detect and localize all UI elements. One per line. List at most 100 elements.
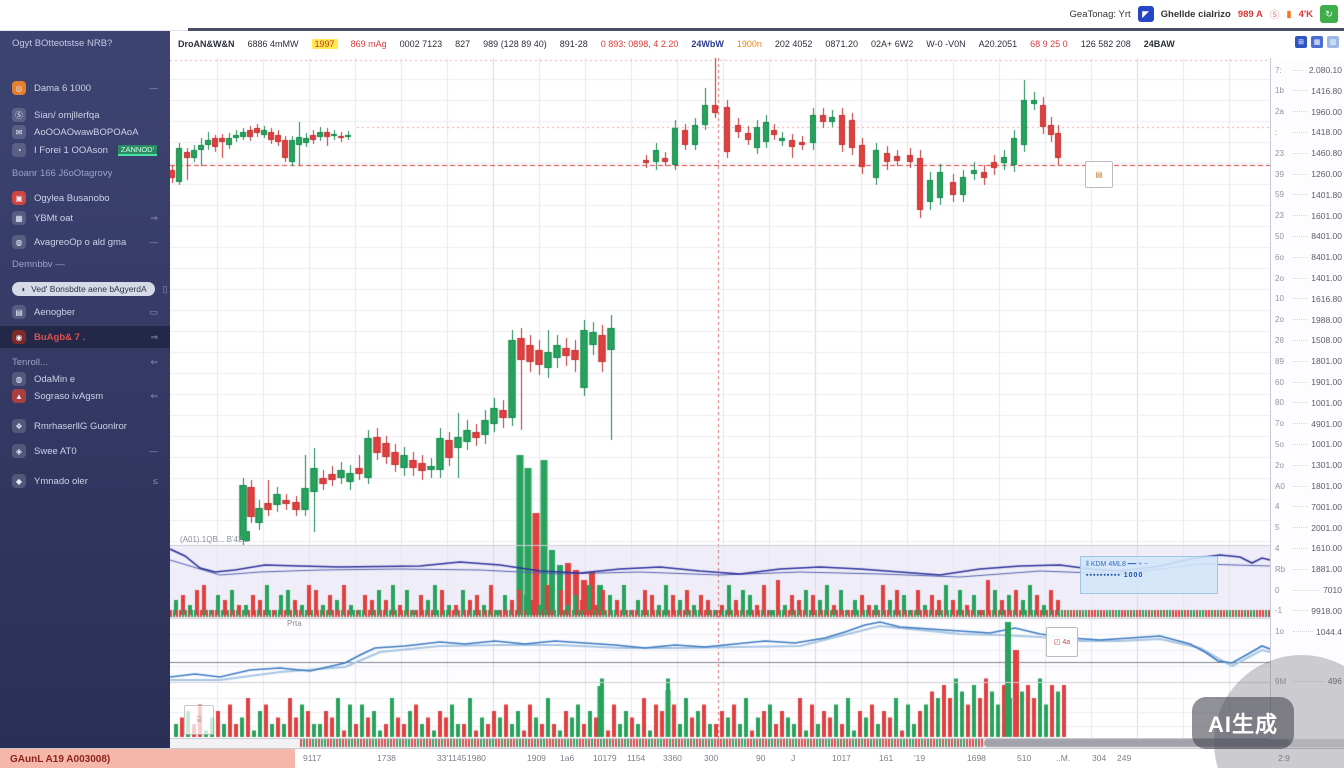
price-axis-row-7: 23 1601.00 (1275, 210, 1342, 222)
sidebar-item-9[interactable]: ◑ Ved' Bonsbdte aene bAgyerdA ▯ (0, 278, 170, 300)
chart-tool-button[interactable]: ▤ (1085, 161, 1113, 188)
ticker-value-7: 891-28 (559, 39, 588, 49)
price-axis-row-27: 1o 1044.4 (1275, 626, 1342, 638)
notice-label[interactable]: Ghellde cialrizo (1160, 8, 1231, 20)
sidebar-item-label: OdaMin e (34, 373, 76, 385)
ticker-value-18: 24BAW (1143, 39, 1175, 49)
time-axis-label-4: 1909 (527, 753, 546, 763)
sidebar-item-6[interactable]: ▦ YBMt oat ⇒ (0, 207, 170, 229)
time-axis-label-12: 1017 (832, 753, 851, 763)
axis-price: 1988.00 (1311, 314, 1342, 325)
volume-tool-button[interactable]: ⌸ (184, 705, 214, 735)
ticker-value-12: 0871.20 (825, 39, 858, 49)
sidebar-item-14[interactable]: ▲ Sograso ivAgsm ⇐ (0, 385, 170, 407)
sidebar-item-label: Ved' Bonsbdte aene bAgyerdA (31, 284, 147, 294)
axis-tick: 0 (1275, 585, 1280, 595)
axis-tick: 2o (1275, 460, 1284, 470)
sidebar-item-4: Boanr 166 J6oOtagrovy (0, 162, 170, 184)
axis-tick: 2o (1275, 273, 1284, 283)
axis-leader (1293, 506, 1309, 508)
ticker-value-4: 0002 7123 (399, 39, 443, 49)
ticker-icon-2[interactable]: ▥ (1327, 36, 1339, 48)
axis-price: 1508.00 (1311, 335, 1342, 346)
sidebar-item-label: BuAgb& 7 . (34, 331, 86, 343)
axis-leader (1293, 90, 1309, 92)
sidebar-item-label: AvagreoOp o ald gma (34, 236, 127, 248)
time-axis-label-1: 1738 (377, 753, 396, 763)
flame-icon: ▮ (1286, 8, 1292, 20)
axis-tick: -1 (1275, 606, 1283, 616)
time-axis-label-18: 304 (1092, 753, 1107, 763)
sidebar-item-2[interactable]: ✉ AoOOAOwawBOPOAoA (0, 121, 170, 143)
sidebar-item-icon: ▣ (12, 191, 26, 205)
price-axis-row-26: -1 9918.00 (1275, 605, 1342, 617)
time-axis-label-16: 510 (1017, 753, 1032, 763)
axis-price: 1610.00 (1311, 543, 1342, 554)
sidebar-pill[interactable]: ◑ Ved' Bonsbdte aene bAgyerdA (12, 282, 155, 296)
sidebar-item-action-icon[interactable]: ⇒ (150, 331, 158, 342)
sidebar-item-action-icon[interactable]: ≤ (153, 476, 158, 486)
axis-leader (1293, 111, 1309, 113)
sidebar-item-action-icon[interactable]: — (149, 237, 158, 247)
workspace-icon[interactable]: ◤ (1137, 6, 1154, 22)
quote-ticker-row: DroAN&W&N 6886 4mMW 1997 869 mAg 0002 7123 82… (170, 31, 1278, 57)
sidebar-item-action-icon[interactable]: ▭ (149, 306, 158, 317)
sidebar-item-5[interactable]: ▣ Ogylea Busanobo (0, 187, 170, 209)
sidebar-item-action-icon[interactable]: — (149, 446, 158, 456)
ticker-icon-1[interactable]: ▦ (1311, 36, 1323, 48)
axis-tick: Rb (1275, 564, 1286, 574)
ticker-value-6: 989 (128 89 40) (483, 39, 547, 49)
sidebar-item-13[interactable]: ◍ OdaMin e (0, 368, 170, 390)
sidebar-item-action-icon[interactable]: ▯ (162, 283, 168, 294)
axis-tick: 23 (1275, 148, 1284, 158)
sidebar-item-icon: ◍ (12, 235, 26, 249)
sidebar-item-17[interactable]: ◆ Ymnado oler ≤ (0, 470, 170, 492)
sidebar-item-label: Ogylea Busanobo (34, 192, 110, 204)
alert-badge[interactable]: 989 A (1237, 8, 1263, 20)
sidebar-item-7[interactable]: ◍ AvagreoOp o ald gma — (0, 231, 170, 253)
main-chart-canvas[interactable] (170, 58, 1344, 748)
time-axis-label-6: 10179 (593, 753, 617, 763)
sidebar-item-icon: ▤ (12, 305, 26, 319)
ticker-value-14: W-0 -V0N (926, 39, 966, 49)
axis-leader (1293, 423, 1309, 425)
price-axis: 7: 2.080.10 1b 1416.80 2a 1960.00: 1418.00 23 14… (1270, 58, 1344, 738)
sidebar-item-16[interactable]: ◈ Swee AT0 — (0, 440, 170, 462)
indicator-settings-button[interactable]: ◰ 4a (1046, 627, 1078, 657)
sidebar-item-action-icon[interactable]: ⇐ (150, 356, 158, 367)
time-axis-label-20: 2:9 (1278, 753, 1290, 763)
time-axis-label-9: 300 (704, 753, 719, 763)
sidebar-item-15[interactable]: ❖ RmrhaserllG Guonlror (0, 415, 170, 437)
volume-label-marker (243, 531, 250, 541)
axis-price: 1801.00 (1311, 481, 1342, 491)
axis-tick: 28 (1275, 335, 1284, 345)
sidebar-item-icon: ◆ (12, 474, 26, 488)
sidebar-item-10[interactable]: ▤ Aenogber ▭ (0, 301, 170, 323)
sidebar-item-12[interactable]: Tenroll... ⇐ (0, 351, 170, 373)
axis-tick: 9M (1275, 676, 1287, 686)
sidebar-item-action-icon[interactable]: ⇒ (150, 212, 158, 223)
sidebar-item-action-icon[interactable]: ⇐ (150, 390, 158, 401)
time-axis-label-2: 33'1145 (437, 753, 467, 763)
axis-price: 7001.00 (1311, 501, 1342, 512)
axis-tick: : (1275, 127, 1278, 137)
time-axis: GAunL A19 A003008) 9117 1738 33'1145 1980 19… (0, 748, 1344, 768)
ticker-icon-0[interactable]: ⊞ (1295, 36, 1307, 48)
price-axis-special-row: 9M 496 (1275, 675, 1342, 687)
time-axis-label-14: '19 (914, 753, 926, 763)
s-circle-icon[interactable]: Ⓢ (1269, 10, 1280, 21)
axis-tick: 2o (1275, 315, 1284, 325)
sidebar-item-0[interactable]: ◎ Dama 6 1000 — (0, 77, 170, 99)
refresh-icon[interactable]: ↻ (1320, 5, 1338, 23)
time-axis-label-17: ..M. (1056, 753, 1071, 763)
sidebar-item-icon: ◔ (12, 143, 26, 157)
sidebar-item-1[interactable]: Ⓢ Sian/ omjllerfqa (0, 104, 170, 126)
sidebar-item-icon: ◈ (12, 444, 26, 458)
sidebar-item-11[interactable]: ◉ BuAgb& 7 . ⇒ (0, 326, 170, 348)
sidebar-item-action-icon[interactable]: — (149, 83, 158, 93)
axis-leader (1293, 568, 1309, 570)
sidebar-nav: Ogyt BOtteotstse NRB? ◎ Dama 6 1000 — Ⓢ Sian… (0, 30, 170, 748)
price-axis-row-23: 4 1610.00 (1275, 542, 1342, 554)
sidebar-item-label: Boanr 166 J6oOtagrovy (12, 167, 113, 179)
sidebar-item-3[interactable]: ◔ I Forei 1 OOAson ZANNOD' (0, 139, 170, 161)
